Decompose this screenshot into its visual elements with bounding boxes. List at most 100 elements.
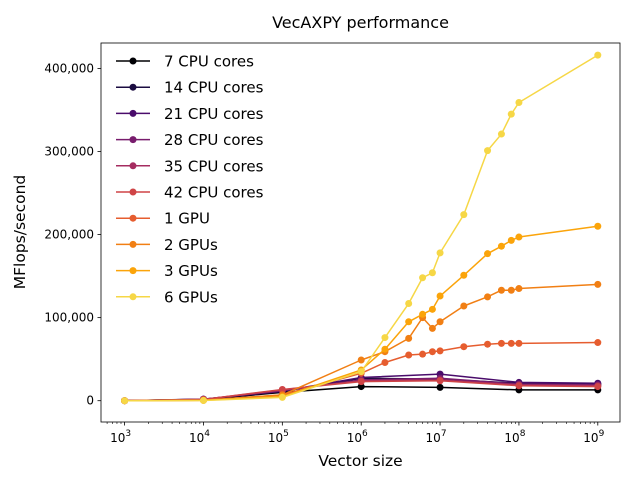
data-point bbox=[419, 310, 427, 318]
x-axis-label: Vector size bbox=[318, 452, 402, 470]
data-point bbox=[436, 383, 444, 391]
data-point bbox=[405, 351, 413, 359]
data-point bbox=[497, 339, 505, 347]
data-point bbox=[436, 249, 444, 257]
legend-entry: 35 CPU cores bbox=[116, 157, 264, 175]
data-point bbox=[497, 130, 505, 138]
legend-marker bbox=[129, 214, 137, 222]
data-point bbox=[381, 345, 389, 353]
data-point bbox=[357, 356, 365, 364]
data-point bbox=[357, 378, 365, 386]
legend-entry: 14 CPU cores bbox=[116, 79, 264, 97]
y-axis-label: MFlops/second bbox=[11, 175, 29, 290]
data-point bbox=[507, 110, 515, 118]
legend-label: 14 CPU cores bbox=[164, 79, 264, 97]
y-tick-label: 400,000 bbox=[44, 61, 94, 75]
y-tick-label: 0 bbox=[86, 394, 94, 408]
axes-frame bbox=[100, 42, 621, 423]
legend-entry: 42 CPU cores bbox=[116, 184, 264, 202]
data-point bbox=[594, 383, 602, 391]
y-tick-label: 300,000 bbox=[44, 144, 94, 158]
data-point bbox=[405, 318, 413, 326]
legend-entry: 6 GPUs bbox=[116, 288, 218, 306]
legend-entry: 2 GPUs bbox=[116, 236, 218, 254]
data-point bbox=[381, 334, 389, 342]
data-point bbox=[419, 350, 427, 358]
x-tick-label: 107 bbox=[426, 429, 447, 445]
legend-marker bbox=[129, 293, 137, 301]
data-point bbox=[484, 147, 492, 155]
data-point bbox=[436, 347, 444, 355]
data-point bbox=[428, 305, 436, 313]
axes: 103 104 105 106 107 108 109 0 100,000 200,000 300,… bbox=[44, 42, 621, 445]
data-point bbox=[515, 285, 523, 293]
legend-marker bbox=[129, 136, 137, 144]
data-point bbox=[515, 339, 523, 347]
data-point bbox=[484, 250, 492, 258]
legend-marker bbox=[129, 162, 137, 170]
data-point bbox=[460, 271, 468, 279]
data-point bbox=[484, 293, 492, 301]
data-point bbox=[515, 233, 523, 241]
legend-marker bbox=[129, 57, 137, 65]
legend: 7 CPU cores 14 CPU cores 21 CPU cores 28 CP… bbox=[116, 53, 264, 306]
data-point bbox=[405, 300, 413, 308]
data-point bbox=[497, 286, 505, 294]
legend-label: 1 GPU bbox=[164, 210, 210, 228]
x-tick-label: 109 bbox=[583, 429, 604, 445]
data-point bbox=[405, 334, 413, 342]
chart-title: VecAXPY performance bbox=[272, 13, 449, 32]
data-point bbox=[436, 377, 444, 385]
legend-label: 28 CPU cores bbox=[164, 131, 264, 149]
legend-entry: 28 CPU cores bbox=[116, 131, 264, 149]
data-point bbox=[594, 339, 602, 347]
x-tick-label: 105 bbox=[268, 429, 289, 445]
data-point bbox=[594, 51, 602, 59]
legend-marker bbox=[129, 83, 137, 91]
x-tick-label: 108 bbox=[504, 429, 525, 445]
data-point bbox=[460, 211, 468, 219]
data-point bbox=[460, 343, 468, 351]
y-tick-label: 100,000 bbox=[44, 311, 94, 325]
data-point bbox=[460, 302, 468, 310]
data-point bbox=[515, 382, 523, 390]
legend-label: 7 CPU cores bbox=[164, 53, 254, 71]
data-point bbox=[594, 222, 602, 230]
data-point bbox=[357, 383, 365, 391]
data-point bbox=[357, 368, 365, 376]
data-point bbox=[436, 318, 444, 326]
x-tick-label: 103 bbox=[110, 429, 131, 445]
legend-entry: 7 CPU cores bbox=[116, 53, 254, 71]
legend-entry: 21 CPU cores bbox=[116, 105, 264, 123]
legend-label: 2 GPUs bbox=[164, 236, 218, 254]
legend-label: 21 CPU cores bbox=[164, 105, 264, 123]
data-point bbox=[497, 242, 505, 250]
x-tick-label: 106 bbox=[347, 429, 368, 445]
data-point bbox=[419, 274, 427, 282]
data-point bbox=[428, 324, 436, 332]
legend-marker bbox=[129, 240, 137, 248]
data-point bbox=[507, 236, 515, 244]
data-point bbox=[199, 396, 207, 404]
data-point bbox=[381, 358, 389, 366]
legend-label: 35 CPU cores bbox=[164, 157, 264, 175]
legend-label: 6 GPUs bbox=[164, 288, 218, 306]
series-10 bbox=[121, 51, 602, 405]
legend-label: 42 CPU cores bbox=[164, 184, 264, 202]
plot-area bbox=[121, 51, 602, 405]
data-point bbox=[278, 385, 286, 393]
data-point bbox=[428, 348, 436, 356]
data-point bbox=[436, 292, 444, 300]
legend-marker bbox=[129, 267, 137, 275]
legend-entry: 1 GPU bbox=[116, 210, 210, 228]
data-point bbox=[507, 286, 515, 294]
y-tick-label: 200,000 bbox=[44, 228, 94, 242]
data-point bbox=[484, 340, 492, 348]
data-point bbox=[428, 269, 436, 277]
legend-label: 3 GPUs bbox=[164, 262, 218, 280]
data-point bbox=[121, 397, 129, 405]
data-point bbox=[515, 98, 523, 106]
